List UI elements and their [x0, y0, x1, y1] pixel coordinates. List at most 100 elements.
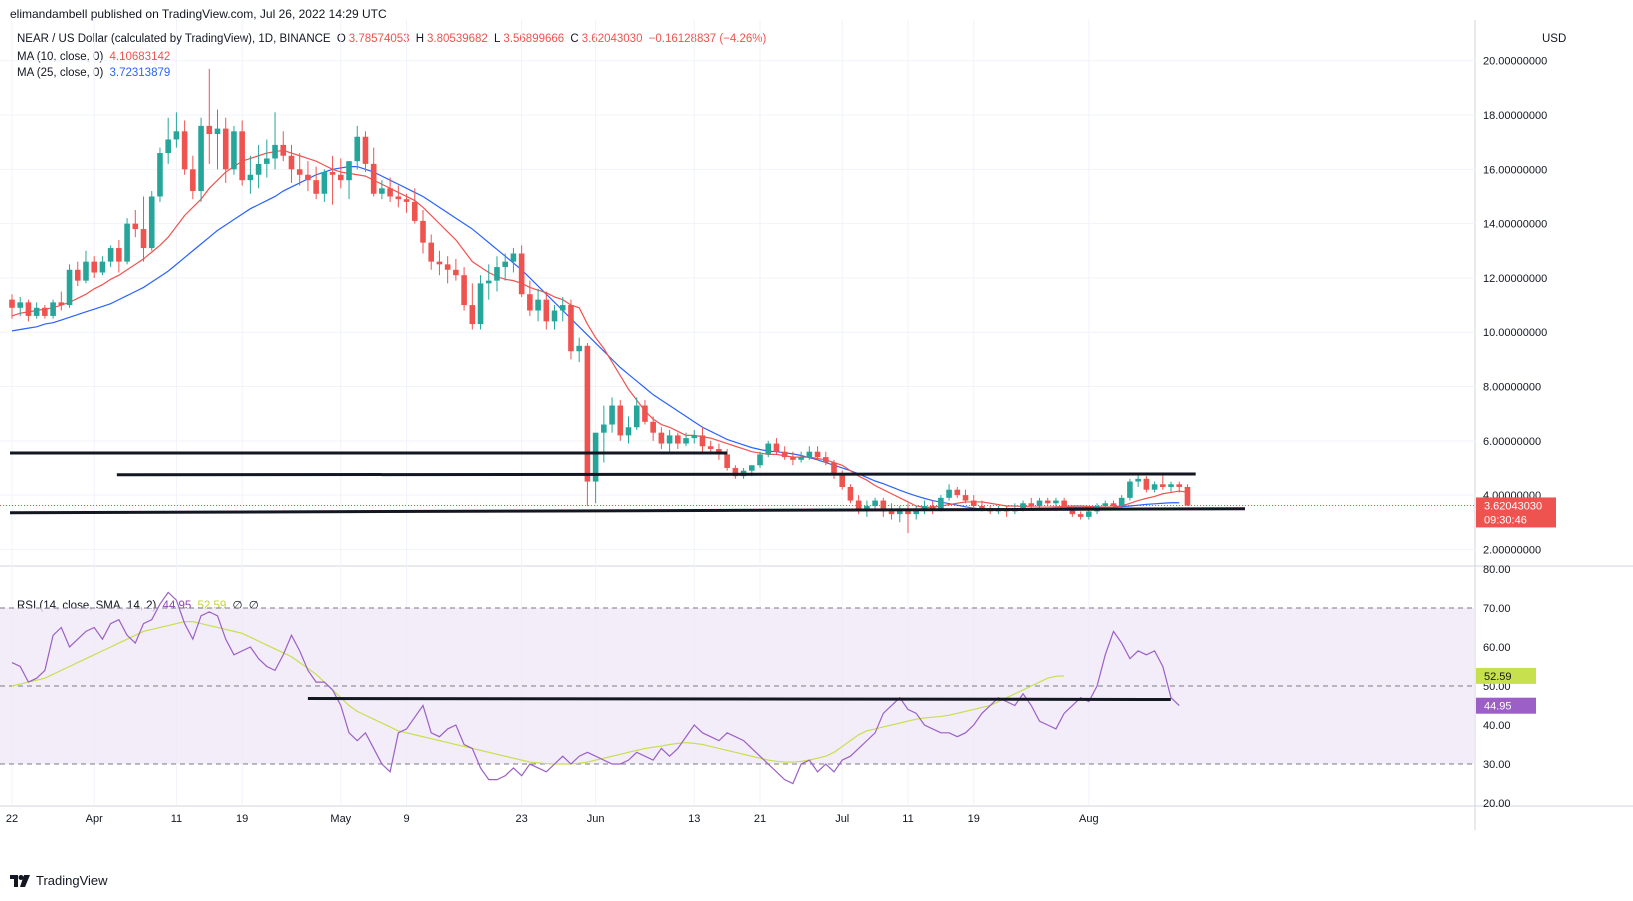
time-tick-label: 13 — [688, 813, 700, 825]
time-tick-label: Apr — [86, 813, 103, 825]
rsi-value-tag — [1476, 697, 1536, 714]
close-value: 3.62043030 — [581, 33, 643, 45]
rsi-tick-label: 50.00 — [1483, 681, 1511, 693]
candle-body — [666, 435, 673, 444]
candle-body — [1110, 503, 1117, 506]
candle-body — [822, 457, 829, 463]
ma10-value: 4.10683142 — [109, 51, 171, 63]
candle-body — [921, 505, 928, 509]
candle-body — [691, 435, 698, 439]
rsi-extra-1: ∅ — [232, 600, 243, 612]
tradingview-logo[interactable]: TradingView — [10, 873, 108, 888]
price-tick-label: 18.00000000 — [1483, 110, 1547, 122]
candle-body — [1184, 486, 1191, 506]
candle-body — [864, 505, 870, 509]
candle-body — [362, 136, 369, 164]
candle-body — [650, 421, 656, 433]
ma25-value: 3.72313879 — [109, 67, 171, 79]
candle-body — [839, 473, 846, 487]
candle-body — [370, 163, 377, 194]
candle-body — [222, 128, 229, 170]
candle-body — [798, 457, 804, 460]
candle-body — [1135, 478, 1141, 482]
candle-body — [790, 457, 796, 460]
candle-body — [91, 261, 97, 273]
candle-body — [576, 345, 582, 352]
candle-body — [124, 223, 130, 262]
support-resistance-line — [116, 472, 1196, 477]
candle-body — [280, 144, 287, 156]
candle-body — [313, 180, 319, 194]
time-tick-label: 21 — [754, 813, 766, 825]
price-tick-label: 10.00000000 — [1483, 327, 1547, 339]
candle-body — [1044, 500, 1051, 504]
candle-body — [847, 486, 854, 501]
candle-body — [1160, 484, 1166, 487]
time-tick-label: 11 — [902, 813, 913, 825]
candle-body — [757, 454, 763, 466]
tradingview-logo-icon — [10, 874, 30, 887]
price-tick-label: 6.00000000 — [1483, 436, 1541, 448]
time-tick-label: May — [330, 813, 351, 825]
rsi-sma-line — [11, 621, 1065, 765]
candle-body — [773, 443, 780, 452]
symbol-title: NEAR / US Dollar (calculated by TradingV… — [17, 33, 331, 45]
price-tick-label: 20.00000000 — [1483, 56, 1547, 68]
candle-body — [765, 443, 772, 455]
candle-body — [584, 345, 591, 482]
ma10-line — [11, 149, 1188, 508]
candle-body — [354, 136, 361, 162]
candle-body — [1118, 497, 1125, 506]
candle-body — [107, 248, 114, 262]
brand-text: TradingView — [36, 873, 108, 888]
candle-body — [74, 269, 81, 281]
candle-body — [338, 174, 344, 181]
candle-body — [9, 299, 15, 308]
candle-body — [699, 435, 706, 447]
candle-body — [601, 424, 607, 433]
candle-body — [518, 253, 525, 295]
open-value: 3.78574053 — [348, 33, 410, 45]
candle-body — [58, 302, 65, 306]
time-tick-label: 23 — [516, 813, 528, 825]
candle-body — [1061, 500, 1067, 509]
price-tick-label: 12.00000000 — [1483, 273, 1547, 285]
candle-body — [264, 158, 270, 164]
candle-body — [461, 275, 467, 306]
candle-body — [929, 505, 936, 509]
candle-body — [272, 144, 278, 159]
support-resistance-line — [9, 507, 1246, 515]
candle-body — [707, 446, 714, 449]
candle-body — [469, 305, 476, 325]
candle-body — [1102, 503, 1109, 506]
rsi-extra-2: ∅ — [248, 600, 259, 612]
currency-label[interactable]: USD — [1542, 33, 1567, 45]
candle-body — [1053, 500, 1059, 504]
rsi-tick-label: 60.00 — [1483, 642, 1511, 654]
candle-body — [214, 128, 221, 135]
high-label: H — [415, 33, 425, 45]
candle-body — [1143, 478, 1150, 490]
ma10-legend[interactable]: MA (10, close, 0) 4.10683142 — [17, 51, 173, 63]
candle-body — [420, 220, 426, 243]
ma10-label: MA (10, close, 0) — [17, 51, 104, 63]
time-tick-label: 19 — [968, 813, 980, 825]
candle-body — [132, 223, 139, 230]
candle-body — [436, 261, 443, 265]
candle-body — [255, 163, 262, 175]
candle-body — [1077, 514, 1084, 517]
candle-body — [658, 432, 665, 444]
candle-body — [675, 435, 681, 444]
candle-body — [288, 155, 295, 170]
candle-body — [781, 451, 788, 458]
candle-body — [814, 451, 821, 458]
candle-body — [494, 267, 500, 281]
candle-body — [559, 305, 566, 311]
candle-body — [198, 125, 204, 192]
candle-body — [411, 201, 418, 221]
time-tick-label: Aug — [1079, 813, 1099, 825]
ma25-legend[interactable]: MA (25, close, 0) 3.72313879 — [17, 67, 173, 79]
time-tick-label: 19 — [236, 813, 248, 825]
candle-body — [140, 229, 147, 249]
